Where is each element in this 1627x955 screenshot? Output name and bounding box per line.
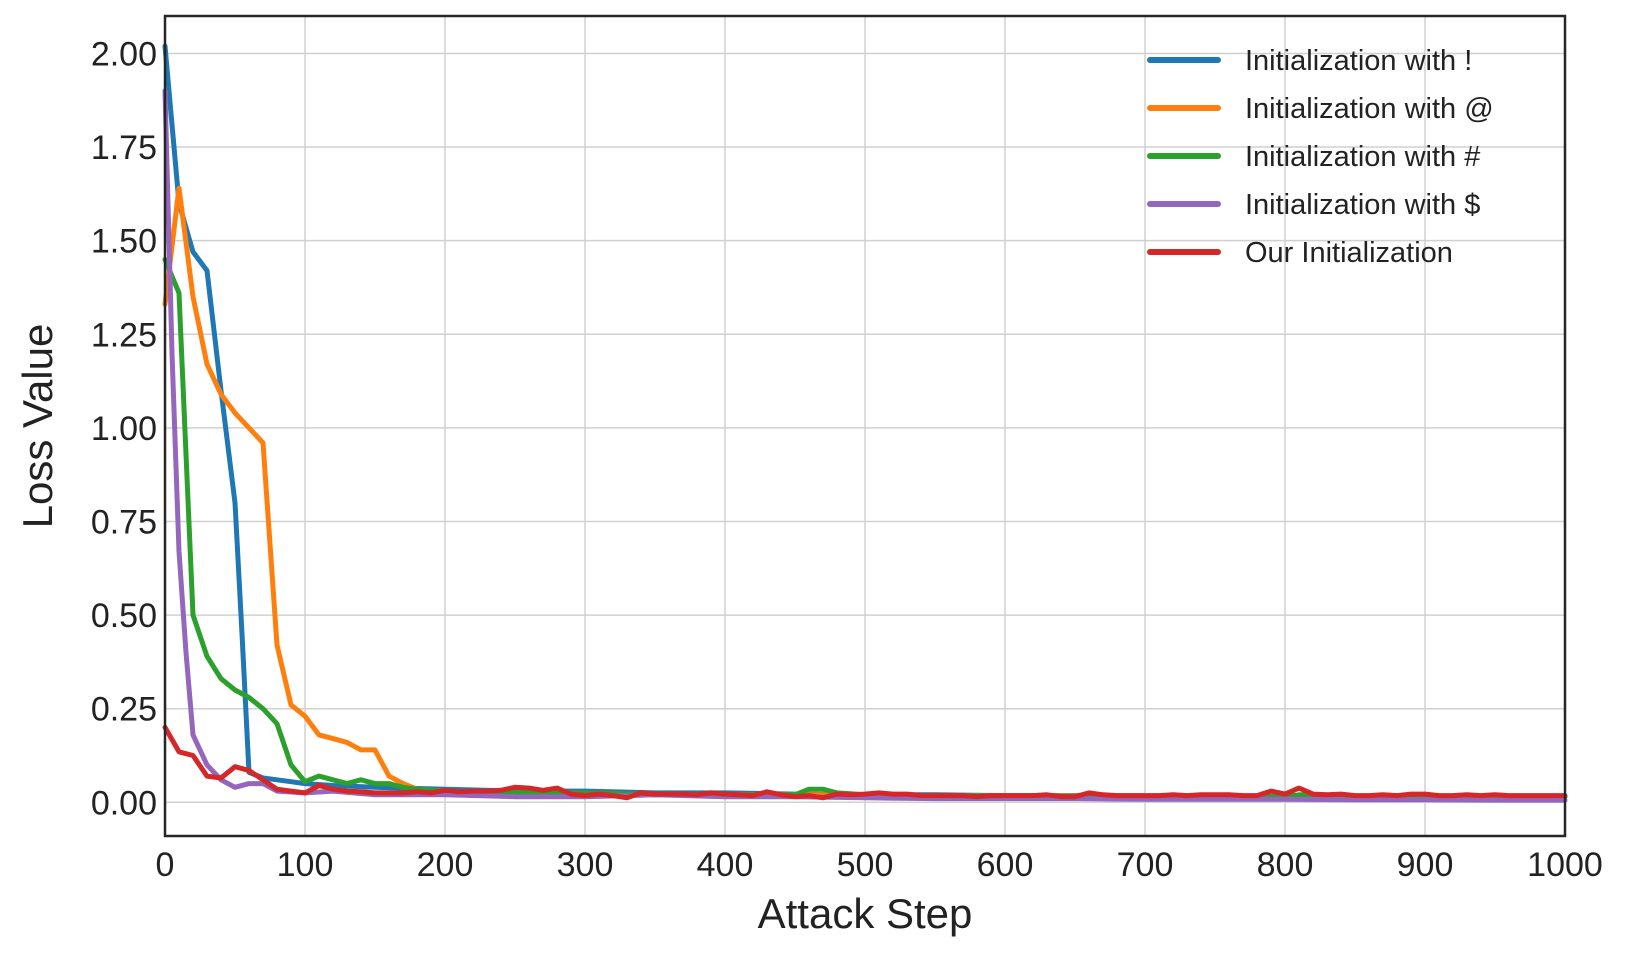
x-tick-label: 600 <box>977 846 1034 884</box>
legend-label: Our Initialization <box>1245 237 1453 269</box>
legend-item-3: Initialization with # <box>1147 141 1480 173</box>
y-tick-label: 0.50 <box>91 597 157 635</box>
y-tick-label: 1.00 <box>91 410 157 448</box>
x-tick-label: 800 <box>1257 846 1314 884</box>
y-axis-title: Loss Value <box>14 324 61 529</box>
series-lines <box>162 43 1568 803</box>
x-tick-label: 900 <box>1397 846 1454 884</box>
x-tick-label: 0 <box>156 846 175 884</box>
x-axis-ticks: 0 100 200 300 400 500 600 700 800 900 1000 <box>156 846 1603 884</box>
y-tick-label: 0.75 <box>91 503 157 541</box>
x-tick-label: 500 <box>837 846 894 884</box>
x-tick-label: 300 <box>557 846 614 884</box>
plot-frame <box>163 14 1567 838</box>
legend: Initialization with ! Initialization with… <box>1147 45 1494 269</box>
x-tick-label: 1000 <box>1527 846 1603 884</box>
x-axis-title: Attack Step <box>758 890 973 937</box>
x-tick-label: 400 <box>697 846 754 884</box>
series-line-5 <box>162 724 1568 801</box>
legend-item-2: Initialization with @ <box>1147 93 1494 125</box>
legend-item-4: Initialization with $ <box>1147 189 1480 221</box>
x-tick-label: 100 <box>277 846 334 884</box>
legend-item-1: Initialization with ! <box>1147 45 1472 77</box>
legend-label: Initialization with ! <box>1245 45 1472 77</box>
y-tick-label: 0.00 <box>91 784 157 822</box>
y-tick-label: 0.25 <box>91 691 157 729</box>
y-tick-label: 1.25 <box>91 316 157 354</box>
y-tick-label: 1.50 <box>91 223 157 261</box>
legend-item-5: Our Initialization <box>1147 237 1453 269</box>
x-tick-label: 200 <box>417 846 474 884</box>
legend-label: Initialization with $ <box>1245 189 1480 221</box>
y-tick-label: 1.75 <box>91 129 157 167</box>
legend-label: Initialization with @ <box>1245 93 1494 125</box>
legend-label: Initialization with # <box>1245 141 1480 173</box>
x-tick-label: 700 <box>1117 846 1174 884</box>
y-tick-label: 2.00 <box>91 35 157 73</box>
series-line-4 <box>162 88 1568 803</box>
y-axis-ticks: 0.00 0.25 0.50 0.75 1.00 1.25 1.50 1.75 2.00 <box>91 35 157 822</box>
